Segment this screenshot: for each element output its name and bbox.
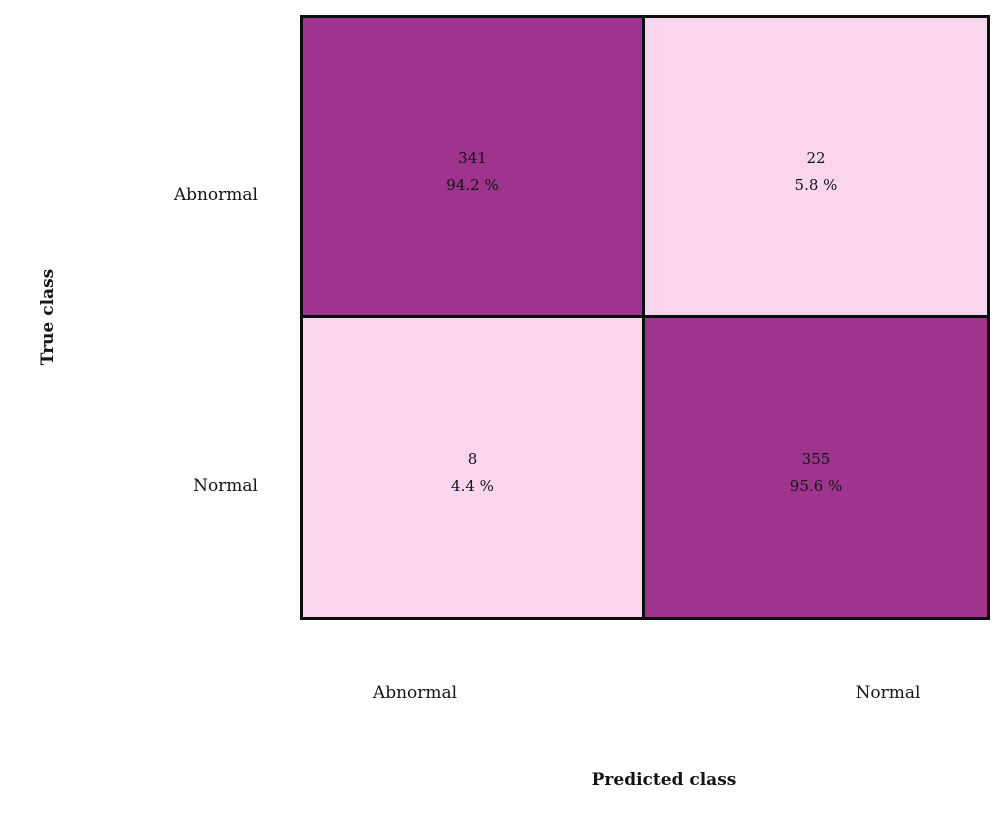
cell-percent: 95.6 % [789, 477, 843, 496]
cell-count: 355 [801, 450, 831, 469]
confusion-matrix-grid: 341 94.2 % 22 5.8 % 8 4.4 % 355 95.6 % [300, 15, 990, 620]
x-axis-title: Predicted class [591, 770, 737, 790]
cell-percent: 5.8 % [794, 176, 838, 195]
cell-true-abnormal-pred-abnormal: 341 94.2 % [303, 18, 645, 318]
cell-true-abnormal-pred-normal: 22 5.8 % [645, 18, 987, 318]
cell-percent: 94.2 % [446, 176, 499, 195]
row-label-normal: Normal [193, 476, 258, 496]
cell-true-normal-pred-normal: 355 95.6 % [645, 317, 987, 617]
row-label-abnormal: Abnormal [173, 185, 258, 205]
col-label-normal: Normal [855, 683, 921, 703]
cell-count: 22 [806, 149, 826, 168]
col-label-abnormal: Abnormal [372, 683, 458, 703]
cell-count: 8 [467, 450, 478, 469]
cell-true-normal-pred-abnormal: 8 4.4 % [303, 317, 645, 617]
y-axis-title: True class [38, 268, 58, 366]
cell-percent: 4.4 % [451, 477, 494, 496]
cell-count: 341 [458, 149, 487, 168]
